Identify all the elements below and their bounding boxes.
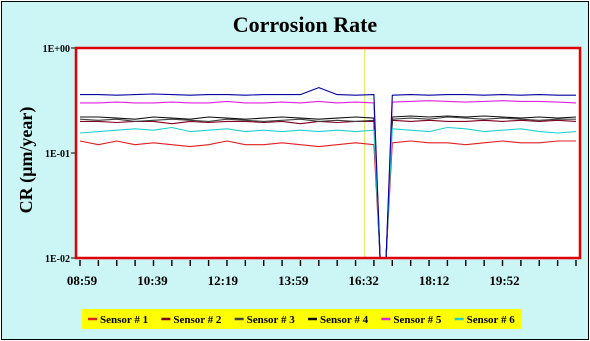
series-line-7 bbox=[80, 87, 576, 259]
legend-label: Sensor # 2 bbox=[173, 314, 222, 326]
x-tick-label: 19:52 bbox=[489, 273, 519, 288]
x-tick-label: 12:19 bbox=[208, 273, 239, 288]
y-axis: 1E+00 1E-01 1E-02 bbox=[43, 44, 76, 265]
series-line-3 bbox=[79, 116, 576, 259]
series-layer bbox=[79, 48, 577, 259]
chart-title: Corrosion Rate bbox=[233, 12, 378, 37]
y-tick-label: 1E+00 bbox=[43, 44, 70, 55]
legend-box bbox=[82, 309, 522, 329]
y-tick-label: 1E-01 bbox=[45, 149, 70, 160]
plot-area bbox=[76, 48, 580, 258]
legend-label: Sensor # 5 bbox=[393, 314, 442, 326]
legend: Sensor # 1 Sensor # 2 Sensor # 3 Sensor # 4… bbox=[82, 309, 522, 329]
legend-label: Sensor # 1 bbox=[100, 314, 148, 326]
legend-label: Sensor # 4 bbox=[320, 314, 369, 326]
series-line-4 bbox=[80, 115, 577, 259]
y-axis-label: CR (µm/year) bbox=[16, 107, 37, 214]
legend-label: Sensor # 3 bbox=[247, 314, 296, 326]
x-tick-label: 08:59 bbox=[67, 273, 98, 288]
x-tick-label: 16:32 bbox=[349, 273, 379, 288]
series-line-2 bbox=[80, 119, 577, 259]
y-tick-label: 1E-02 bbox=[45, 254, 70, 265]
plot-border bbox=[74, 46, 582, 260]
series-line-5 bbox=[80, 100, 577, 259]
series-line-6 bbox=[79, 126, 577, 259]
legend-label: Sensor # 6 bbox=[467, 314, 516, 326]
series-line-1 bbox=[79, 140, 576, 259]
x-axis: 08:59 10:39 12:19 13:59 16:32 18:12 19:52 bbox=[67, 260, 577, 288]
x-tick-label: 18:12 bbox=[419, 273, 449, 288]
x-tick-label: 10:39 bbox=[137, 273, 168, 288]
x-tick-label: 13:59 bbox=[278, 273, 309, 288]
